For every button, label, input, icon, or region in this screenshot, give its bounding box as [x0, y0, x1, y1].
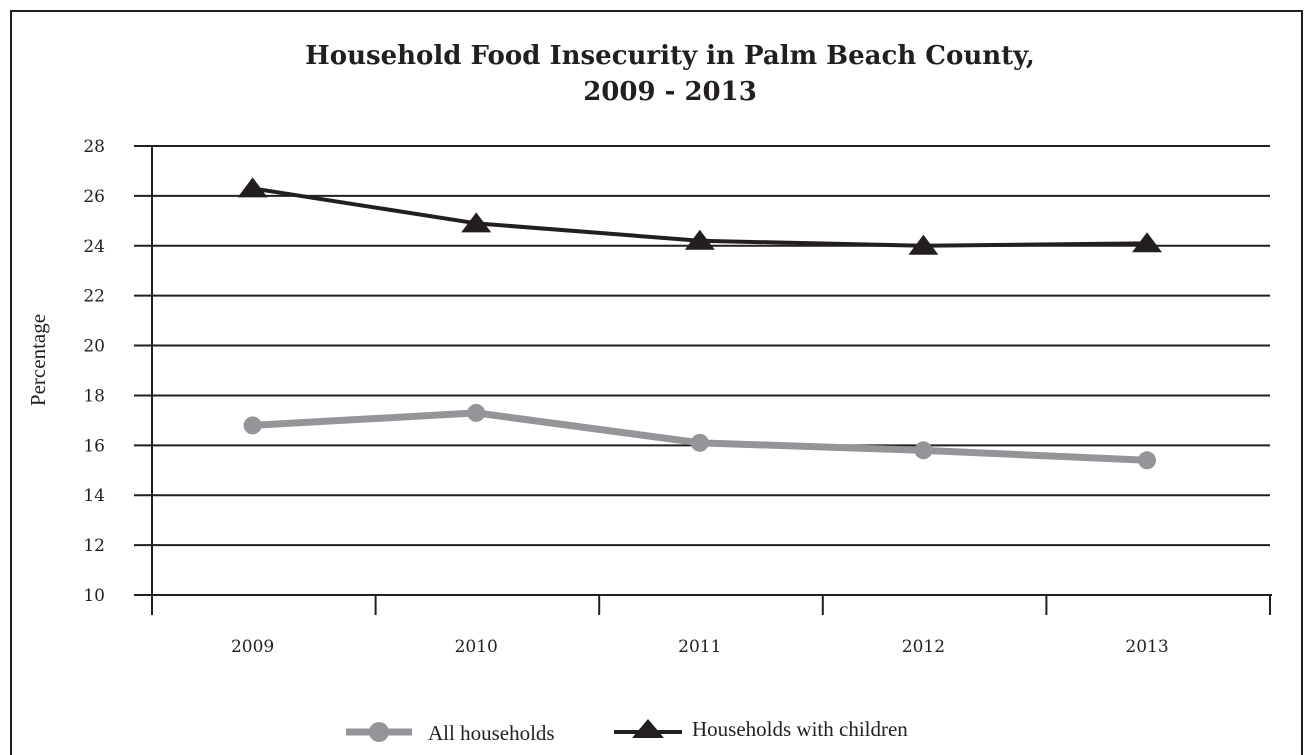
gridlines — [134, 145, 1270, 547]
legend: All households Households with children — [346, 717, 908, 745]
y-tick-label-22: 22 — [83, 287, 105, 307]
data-point-0-2013 — [1138, 451, 1157, 470]
x-tick-label-2012: 2012 — [902, 637, 945, 657]
legend-marker-households-with-children — [632, 719, 664, 738]
y-axis-title: Percentage — [26, 314, 50, 406]
data-point-0-2011 — [690, 433, 709, 452]
y-tick-label-26: 26 — [83, 187, 105, 207]
chart-title: Household Food Insecurity in Palm Beach … — [200, 38, 1140, 110]
legend-label-all-households: All households — [428, 721, 555, 745]
y-tick-label-10: 10 — [83, 586, 105, 606]
data-point-0-2009 — [243, 416, 262, 435]
chart-frame — [10, 10, 1303, 755]
data-point-1-2010 — [461, 212, 492, 233]
x-tick-labels: 2009 2010 2011 2012 2013 — [231, 637, 1169, 657]
y-tick-label-12: 12 — [83, 536, 105, 556]
legend-marker-all-households — [369, 722, 389, 742]
x-tick-label-2013: 2013 — [1125, 637, 1168, 657]
y-tick-label-28: 28 — [83, 137, 105, 157]
data-point-0-2010 — [467, 403, 486, 422]
data-point-1-2012 — [908, 234, 939, 255]
y-tick-labels: 10 12 14 16 18 20 22 24 26 28 — [83, 137, 105, 606]
x-tick-label-2011: 2011 — [678, 637, 721, 657]
data-series — [237, 177, 1163, 470]
x-tick-label-2009: 2009 — [231, 637, 274, 657]
data-point-0-2012 — [914, 441, 933, 460]
x-tick-label-2010: 2010 — [455, 637, 498, 657]
data-point-1-2011 — [684, 229, 715, 250]
data-point-1-2009 — [237, 177, 268, 198]
legend-label-households-with-children: Households with children — [692, 717, 908, 741]
axes — [134, 146, 1272, 615]
y-tick-label-14: 14 — [83, 486, 105, 506]
data-point-1-2013 — [1132, 232, 1163, 253]
y-tick-label-20: 20 — [83, 337, 105, 357]
chart-title-line-2: 2009 - 2013 — [583, 77, 757, 107]
chart-title-line-1: Household Food Insecurity in Palm Beach … — [305, 41, 1035, 71]
y-tick-label-24: 24 — [83, 237, 105, 257]
y-tick-label-18: 18 — [83, 386, 105, 406]
y-tick-label-16: 16 — [83, 436, 105, 456]
